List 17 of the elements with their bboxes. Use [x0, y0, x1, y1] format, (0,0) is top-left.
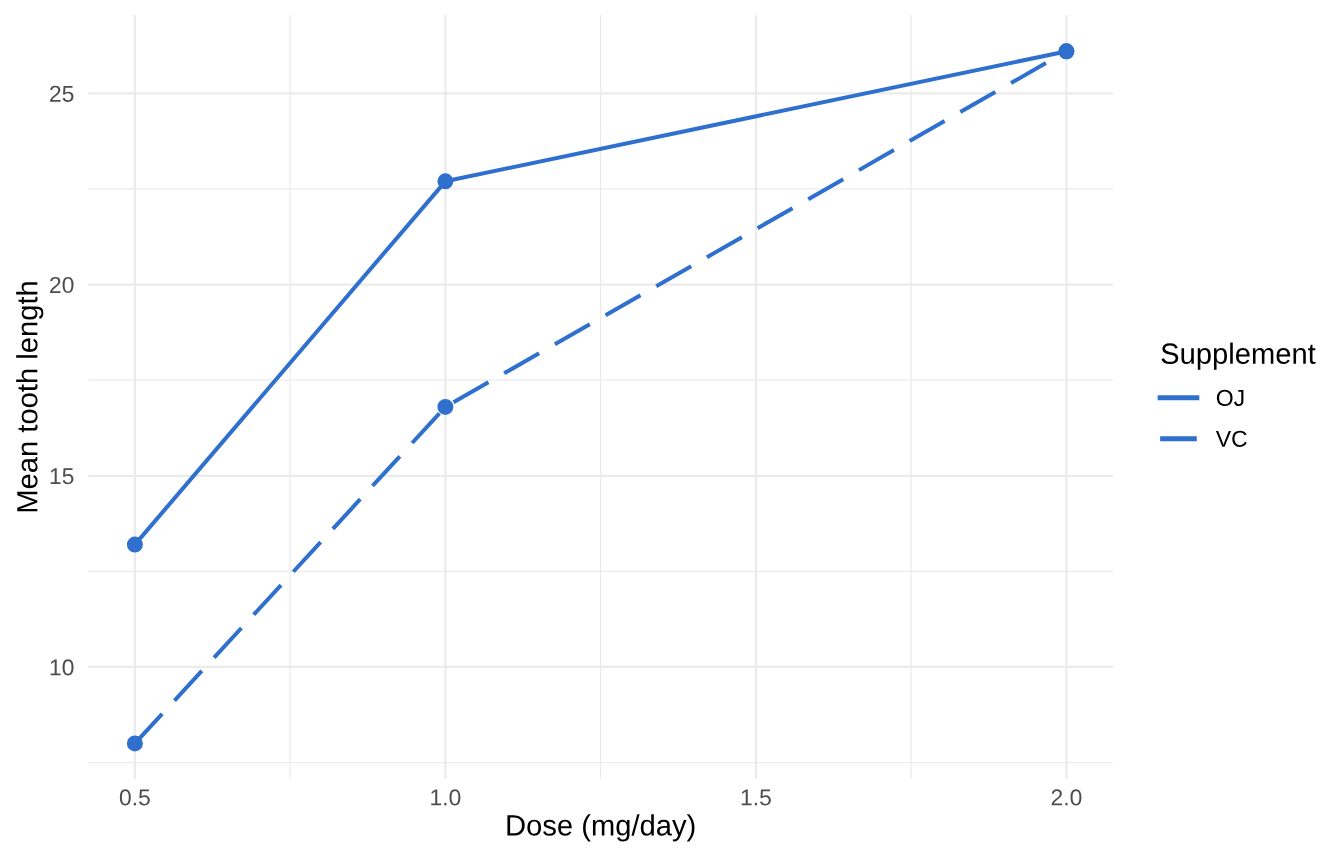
point	[437, 173, 454, 190]
x-tick-label: 1.0	[431, 789, 461, 806]
point	[126, 536, 143, 553]
y-tick-label: 10	[50, 659, 74, 676]
y-tick-label: 25	[50, 85, 74, 102]
y-axis-title: Mean tooth length	[16, 282, 44, 512]
x-axis-title: Dose (mg/day)	[507, 814, 695, 842]
x-tick-label: 0.5	[119, 789, 150, 806]
point	[437, 398, 454, 415]
point	[126, 735, 143, 752]
y-tick-label: 15	[50, 468, 74, 485]
x-tick-label: 2.0	[1051, 789, 1082, 806]
legend-title: Supplement	[1161, 342, 1316, 370]
legend-label: VC	[1215, 430, 1247, 447]
y-tick-label: 20	[50, 276, 74, 294]
x-tick-label: 1.5	[741, 789, 771, 806]
legend-label: OJ	[1216, 389, 1244, 407]
